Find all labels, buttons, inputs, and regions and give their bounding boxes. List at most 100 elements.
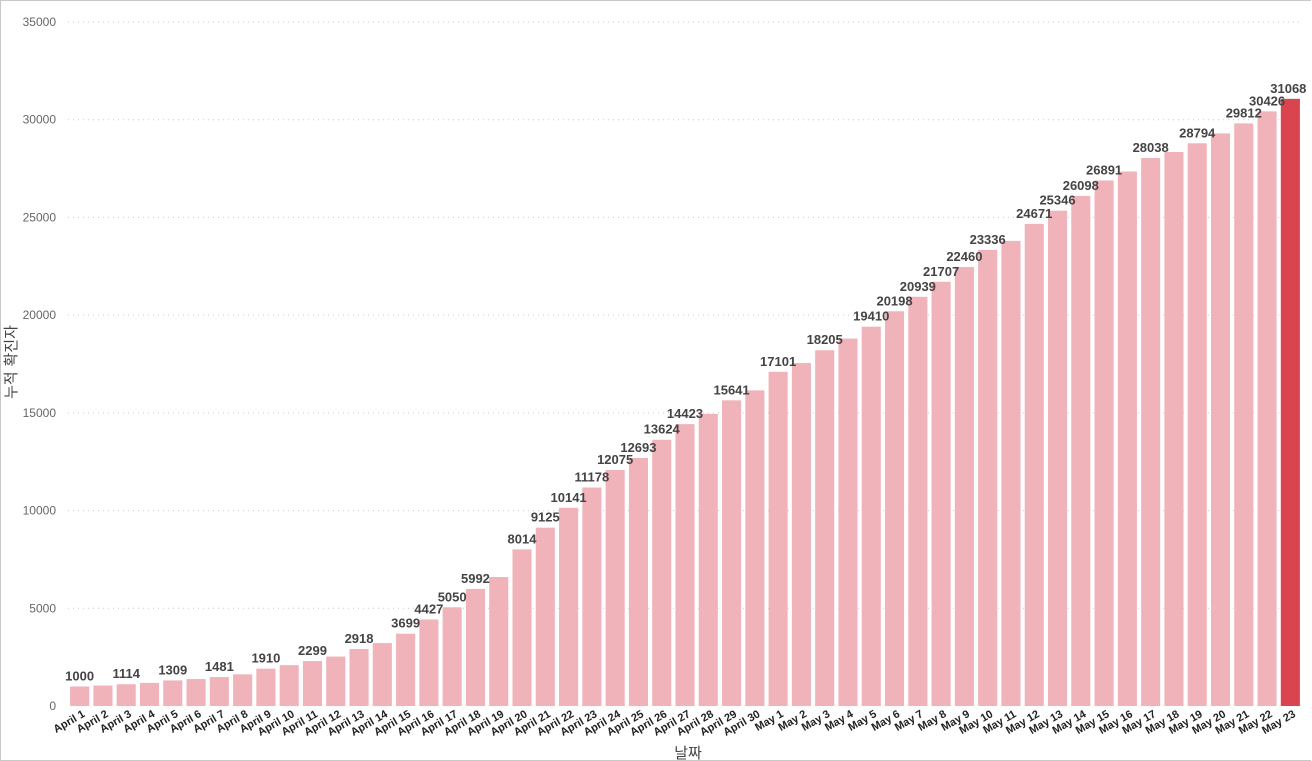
data-label: 5050	[438, 589, 467, 604]
bar[interactable]	[186, 679, 206, 706]
bar[interactable]	[465, 588, 485, 706]
bar[interactable]	[978, 249, 998, 707]
data-label: 5992	[461, 571, 490, 586]
data-label: 2918	[345, 631, 374, 646]
y-tick-label: 5000	[29, 601, 56, 615]
bar[interactable]	[1094, 180, 1114, 706]
data-label: 24671	[1016, 206, 1052, 221]
data-label: 31068	[1270, 81, 1306, 96]
data-label: 1309	[158, 662, 187, 677]
bar[interactable]	[1047, 210, 1068, 706]
bar[interactable]	[954, 267, 974, 706]
data-label: 20939	[900, 279, 936, 294]
bar[interactable]	[605, 470, 625, 706]
data-label: 25346	[1039, 193, 1075, 208]
bar[interactable]	[582, 487, 602, 706]
data-label: 19410	[853, 309, 889, 324]
bar[interactable]	[70, 686, 90, 706]
bar[interactable]	[233, 674, 253, 706]
bar[interactable]	[838, 338, 858, 706]
bars	[70, 98, 1300, 707]
data-label: 26891	[1086, 162, 1122, 177]
data-label: 23336	[970, 232, 1006, 247]
bar[interactable]	[885, 311, 905, 706]
bar[interactable]	[535, 527, 555, 706]
bar[interactable]	[1024, 223, 1044, 707]
bar[interactable]	[1280, 98, 1300, 706]
data-label: 4427	[414, 601, 443, 616]
bar[interactable]	[93, 685, 113, 706]
bar[interactable]	[745, 390, 765, 706]
bar[interactable]	[1234, 123, 1254, 706]
bar[interactable]	[861, 326, 881, 706]
bar[interactable]	[209, 677, 229, 706]
x-axis-title: 날짜	[674, 744, 702, 761]
y-axis-ticks: 0 5000 10000 15000 20000 25000 30000 35000	[23, 15, 57, 713]
bar[interactable]	[1187, 143, 1207, 707]
data-labels: 1000 1114 1309 1481 1910 2299 2918 369944275050…	[65, 81, 1306, 684]
bar[interactable]	[1210, 133, 1231, 706]
bar[interactable]	[139, 682, 160, 706]
bar[interactable]	[302, 661, 323, 706]
data-label: 12075	[597, 452, 633, 467]
data-label: 26098	[1063, 178, 1099, 193]
data-label: 3699	[391, 616, 420, 631]
bar[interactable]	[675, 424, 695, 706]
bar[interactable]	[698, 413, 718, 706]
bar[interactable]	[396, 633, 416, 706]
data-label: 22460	[946, 249, 982, 264]
gridlines	[68, 21, 1302, 609]
bar[interactable]	[722, 400, 742, 706]
bar[interactable]	[279, 665, 299, 706]
data-label: 17101	[760, 354, 796, 369]
bar[interactable]	[163, 680, 183, 706]
bar[interactable]	[489, 577, 509, 706]
bar[interactable]	[372, 643, 392, 706]
bar[interactable]	[628, 457, 648, 706]
y-tick-label: 10000	[23, 504, 57, 518]
bar[interactable]	[256, 668, 276, 706]
y-tick-label: 0	[49, 699, 56, 713]
bar[interactable]	[768, 371, 788, 706]
bar[interactable]	[1117, 171, 1137, 706]
bar[interactable]	[1071, 195, 1091, 706]
bar[interactable]	[116, 684, 136, 706]
bar[interactable]	[1164, 151, 1184, 706]
data-label: 1481	[205, 659, 234, 674]
data-label: 1910	[251, 651, 280, 666]
y-axis-title: 누적 확진자	[2, 325, 20, 399]
bar[interactable]	[349, 648, 369, 706]
data-label: 14423	[667, 406, 703, 421]
bar[interactable]	[442, 607, 462, 706]
data-label: 30426	[1249, 93, 1285, 108]
y-tick-label: 25000	[23, 210, 57, 224]
bar[interactable]	[512, 549, 532, 706]
bar[interactable]	[1141, 158, 1161, 706]
data-label: 28038	[1133, 140, 1169, 155]
bar[interactable]	[791, 363, 811, 706]
bar[interactable]	[559, 507, 579, 706]
y-tick-label: 20000	[23, 308, 57, 322]
data-label: 13624	[644, 422, 681, 437]
bar[interactable]	[815, 350, 835, 706]
data-label: 10141	[551, 490, 587, 505]
y-tick-label: 35000	[23, 15, 57, 29]
data-label: 21707	[923, 264, 959, 279]
data-label: 9125	[531, 510, 560, 525]
y-tick-label: 15000	[23, 406, 57, 420]
data-label: 11178	[575, 470, 610, 485]
data-label: 2299	[298, 643, 327, 658]
y-tick-label: 30000	[23, 113, 57, 127]
bar[interactable]	[908, 296, 928, 706]
bar[interactable]	[326, 656, 346, 706]
data-label: 15641	[713, 382, 749, 397]
data-label: 8014	[508, 531, 538, 546]
data-label: 28794	[1179, 125, 1216, 140]
bar[interactable]	[931, 281, 951, 706]
bar[interactable]	[419, 619, 439, 706]
bar[interactable]	[1257, 111, 1277, 706]
bar[interactable]	[1001, 240, 1021, 706]
bar[interactable]	[652, 439, 672, 706]
